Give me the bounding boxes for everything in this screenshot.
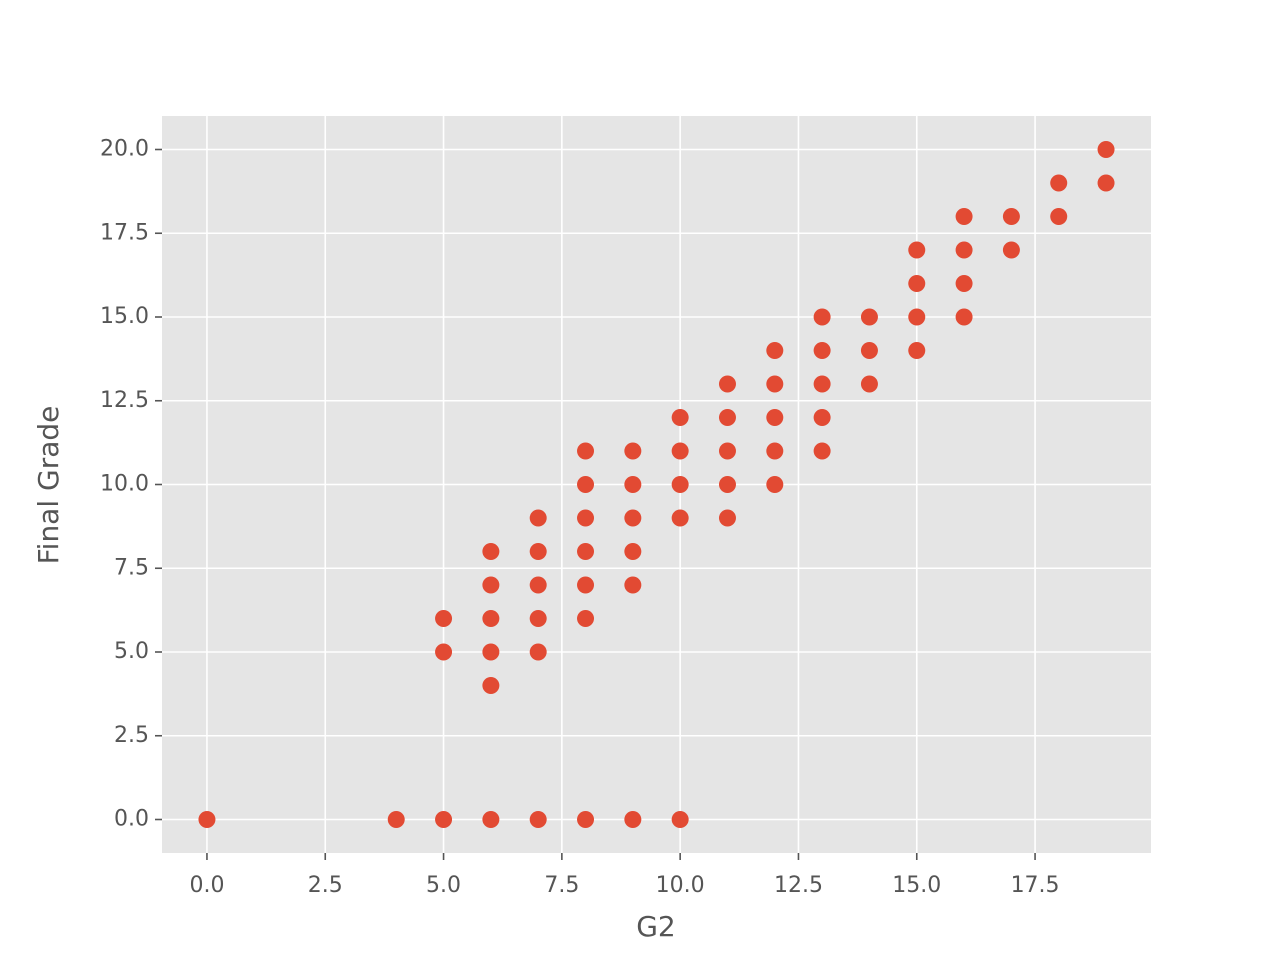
point <box>529 610 547 627</box>
x-axis-label: G2 <box>636 910 676 943</box>
point <box>624 509 642 527</box>
point <box>813 342 831 359</box>
point <box>718 509 736 527</box>
point <box>908 241 926 259</box>
point <box>813 442 831 460</box>
point <box>529 576 547 594</box>
y-tick-label: 7.5 <box>114 555 149 580</box>
x-tick-label: 15.0 <box>892 873 941 898</box>
points <box>198 141 1115 828</box>
point <box>435 610 453 627</box>
point <box>387 811 405 828</box>
point <box>529 543 547 560</box>
x-tick-label: 12.5 <box>774 873 823 898</box>
point <box>718 476 736 493</box>
point <box>813 409 831 426</box>
y-tick-label: 12.5 <box>100 388 149 413</box>
y-tick-label: 15.0 <box>100 304 149 329</box>
point <box>435 643 453 661</box>
point <box>482 610 500 627</box>
point <box>908 275 926 292</box>
point <box>577 576 595 594</box>
point <box>577 610 595 627</box>
point <box>908 308 926 326</box>
point <box>766 442 784 460</box>
point <box>482 576 500 594</box>
point <box>529 811 547 828</box>
point <box>577 509 595 527</box>
point <box>624 811 642 828</box>
x-tick-label: 5.0 <box>426 873 461 898</box>
y-tick-label: 0.0 <box>114 807 149 832</box>
point <box>860 375 878 393</box>
point <box>1097 174 1115 192</box>
point <box>482 811 500 828</box>
point <box>766 476 784 493</box>
point <box>482 677 500 694</box>
point <box>860 308 878 326</box>
x-tick-label: 0.0 <box>189 873 224 898</box>
point <box>718 375 736 393</box>
point <box>624 576 642 594</box>
point <box>1002 208 1020 225</box>
x-tick-label: 2.5 <box>308 873 343 898</box>
x-tick-label: 7.5 <box>544 873 579 898</box>
point <box>955 208 973 225</box>
point <box>1050 174 1068 192</box>
point <box>671 442 689 460</box>
point <box>624 543 642 560</box>
point <box>766 375 784 393</box>
point <box>577 811 595 828</box>
y-tick-label: 20.0 <box>100 137 149 162</box>
point <box>955 241 973 259</box>
point <box>718 442 736 460</box>
y-tick-label: 10.0 <box>100 472 149 497</box>
point <box>813 375 831 393</box>
point <box>624 442 642 460</box>
point <box>671 409 689 426</box>
grid <box>162 116 1151 853</box>
point <box>577 543 595 560</box>
point <box>198 811 216 828</box>
point <box>577 476 595 493</box>
point <box>671 476 689 493</box>
x-tick-label: 17.5 <box>1011 873 1060 898</box>
y-tick-label: 5.0 <box>114 639 149 664</box>
point <box>718 409 736 426</box>
point <box>671 811 689 828</box>
point <box>529 643 547 661</box>
y-tick-label: 17.5 <box>100 220 149 245</box>
point <box>482 543 500 560</box>
y-axis-label: Final Grade <box>32 406 65 565</box>
point <box>813 308 831 326</box>
point <box>1097 141 1115 158</box>
point <box>671 509 689 527</box>
point <box>482 643 500 661</box>
x-tick-label: 10.0 <box>656 873 705 898</box>
point <box>908 342 926 359</box>
point <box>1002 241 1020 259</box>
point <box>529 509 547 527</box>
y-tick-label: 2.5 <box>114 723 149 748</box>
point <box>577 442 595 460</box>
point <box>766 342 784 359</box>
point <box>860 342 878 359</box>
point <box>955 308 973 326</box>
point <box>1050 208 1068 225</box>
point <box>766 409 784 426</box>
point <box>955 275 973 292</box>
point <box>435 811 453 828</box>
point <box>624 476 642 493</box>
